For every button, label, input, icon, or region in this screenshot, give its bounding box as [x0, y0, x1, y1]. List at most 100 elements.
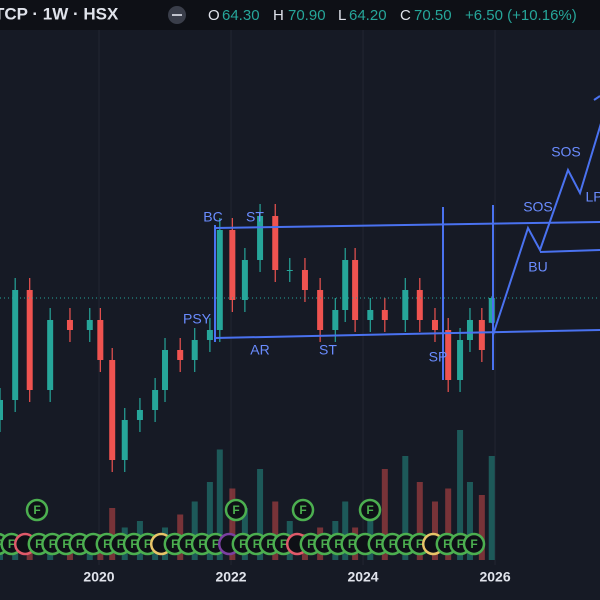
candle-body: [229, 230, 236, 300]
wyckoff-label: ST: [246, 209, 264, 225]
volume-bar: [445, 488, 452, 560]
header-bar: [0, 0, 600, 30]
candle-body: [191, 340, 198, 360]
x-tick-label: 2024: [347, 569, 378, 585]
volume-bar: [457, 430, 464, 560]
arrow: [593, 95, 600, 101]
wyckoff-label: BU: [528, 259, 547, 275]
candle-body: [26, 290, 33, 390]
event-label: F: [321, 537, 328, 551]
ohlc-label: L: [338, 7, 346, 24]
volume-bar: [109, 508, 116, 560]
event-label: F: [389, 537, 396, 551]
ohlc-label: H: [273, 7, 284, 24]
ohlc-value: 70.50: [414, 7, 452, 24]
change: +6.50 (+10.16%): [465, 7, 577, 24]
wyckoff-label: AR: [250, 342, 269, 358]
wyckoff-label: BC: [203, 209, 222, 225]
volume-bar: [229, 488, 236, 560]
volume-bar: [206, 482, 213, 560]
event-label: F: [130, 537, 137, 551]
wyckoff-label: SOS: [551, 144, 581, 160]
candle-body: [445, 330, 452, 380]
event-label: F: [470, 537, 477, 551]
volume-bar: [402, 456, 409, 560]
event-label: F: [280, 537, 287, 551]
event-label: F: [144, 537, 151, 551]
candle-body: [97, 320, 104, 360]
candle-body: [457, 340, 464, 380]
event-label: F: [171, 537, 178, 551]
candle-body: [381, 310, 388, 320]
candle-body: [12, 290, 19, 400]
event-label: F: [62, 537, 69, 551]
candle-body: [301, 270, 308, 290]
event-label: F: [35, 537, 42, 551]
x-axis: 2020 2022 2024 2026: [83, 569, 510, 585]
candle-body: [367, 310, 374, 320]
candle-body: [162, 350, 169, 390]
candle-body: [478, 320, 485, 350]
candle-body: [332, 310, 339, 330]
event-icon: [224, 498, 248, 522]
event-icon: [358, 498, 382, 522]
event-label: F: [253, 537, 260, 551]
ohlc-value: 64.20: [349, 7, 387, 24]
volume-bar: [257, 469, 264, 560]
wyckoff-label: ST: [319, 342, 337, 358]
volume-bar: [342, 501, 349, 560]
event-label: F: [416, 537, 423, 551]
event-icon: [291, 498, 315, 522]
candle-body: [177, 350, 184, 360]
volume-bar: [466, 482, 473, 560]
candle-body: [86, 320, 93, 330]
event-label: F: [366, 503, 373, 517]
ohlc-label: C: [400, 7, 411, 24]
volume-bar: [272, 501, 279, 560]
wyckoff-label: PSY: [183, 311, 212, 327]
wyckoff-label: SOS: [523, 199, 553, 215]
candle-body: [152, 390, 159, 410]
candle-body: [416, 290, 423, 320]
wyckoff-drawing: [214, 95, 600, 380]
ohlc-value: 64.30: [222, 7, 260, 24]
candle-body: [241, 260, 248, 300]
candle-body: [206, 330, 213, 340]
candle-body: [109, 360, 116, 460]
event-icon: [25, 498, 49, 522]
x-tick-label: 2020: [83, 569, 114, 585]
events: FFFFFFFFFFFFFFFFFFFFFFFFFFFFFFFFF: [0, 498, 486, 556]
event-label: F: [212, 537, 219, 551]
annotations: BC ST PSY AR ST SP BU SOS SOS LP: [183, 144, 600, 365]
range-bottom-line: [214, 329, 600, 339]
candle-body: [136, 410, 143, 420]
event-label: F: [198, 537, 205, 551]
volume-bar: [216, 449, 223, 560]
event-label: F: [232, 503, 239, 517]
event-label: F: [457, 537, 464, 551]
ohlc-label: O: [208, 7, 220, 24]
candle-body: [121, 420, 128, 460]
event-label: F: [185, 537, 192, 551]
event-label: F: [334, 537, 341, 551]
candle-body: [47, 320, 54, 390]
candle-body: [466, 320, 473, 340]
volume-bar: [488, 456, 495, 560]
event-label: F: [443, 537, 450, 551]
range-top-line: [214, 221, 600, 229]
volume-bar: [416, 482, 423, 560]
candle-body: [342, 260, 349, 310]
candle-body: [286, 270, 293, 271]
wyckoff-label: LP: [585, 189, 600, 205]
volume-bar: [431, 501, 438, 560]
bu-line: [539, 249, 600, 253]
event-icon: [462, 532, 486, 556]
x-tick-label: 2022: [215, 569, 246, 585]
candle-body: [66, 320, 73, 330]
volume-bar: [478, 495, 485, 560]
candle-body: [257, 216, 264, 260]
event-label: F: [49, 537, 56, 551]
symbol: TCP · 1W · HSX: [0, 4, 119, 23]
